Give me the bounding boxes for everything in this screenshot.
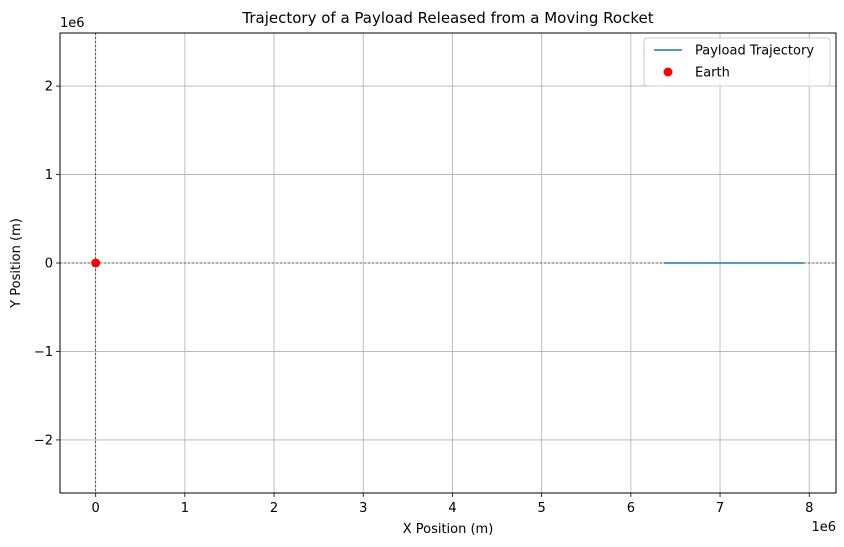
legend-box	[643, 37, 831, 87]
x-tick-label: 1	[181, 501, 189, 516]
earth-marker	[91, 258, 101, 268]
x-tick-label: 6	[627, 501, 635, 516]
x-tick-label: 7	[716, 501, 724, 516]
legend-label-earth: Earth	[695, 66, 730, 81]
series-layer	[91, 258, 804, 268]
y-axis-offset-label: 1e6	[60, 16, 85, 31]
y-tick-label: −2	[34, 433, 53, 448]
y-axis-ticks: −2 −1 0 1 2	[34, 80, 60, 448]
x-axis-offset-label: 1e6	[811, 520, 836, 535]
legend: Payload Trajectory Earth	[643, 37, 831, 87]
x-axis-ticks: 0 1 2 3 4 5 6 7 8	[92, 493, 813, 516]
x-tick-label: 2	[270, 501, 278, 516]
legend-label-payload-trajectory: Payload Trajectory	[695, 44, 814, 59]
x-tick-label: 4	[448, 501, 456, 516]
y-tick-label: 0	[45, 257, 53, 272]
y-tick-label: 2	[45, 80, 53, 95]
x-tick-label: 5	[538, 501, 546, 516]
x-tick-label: 3	[359, 501, 367, 516]
x-axis-title: X Position (m)	[403, 522, 494, 537]
chart-title: Trajectory of a Payload Released from a …	[241, 9, 653, 27]
x-tick-label: 8	[805, 501, 813, 516]
y-tick-label: −1	[34, 345, 53, 360]
y-tick-label: 1	[45, 168, 53, 183]
y-axis-title: Y Position (m)	[9, 218, 24, 309]
x-tick-label: 0	[92, 501, 100, 516]
legend-swatch-earth	[663, 67, 673, 77]
